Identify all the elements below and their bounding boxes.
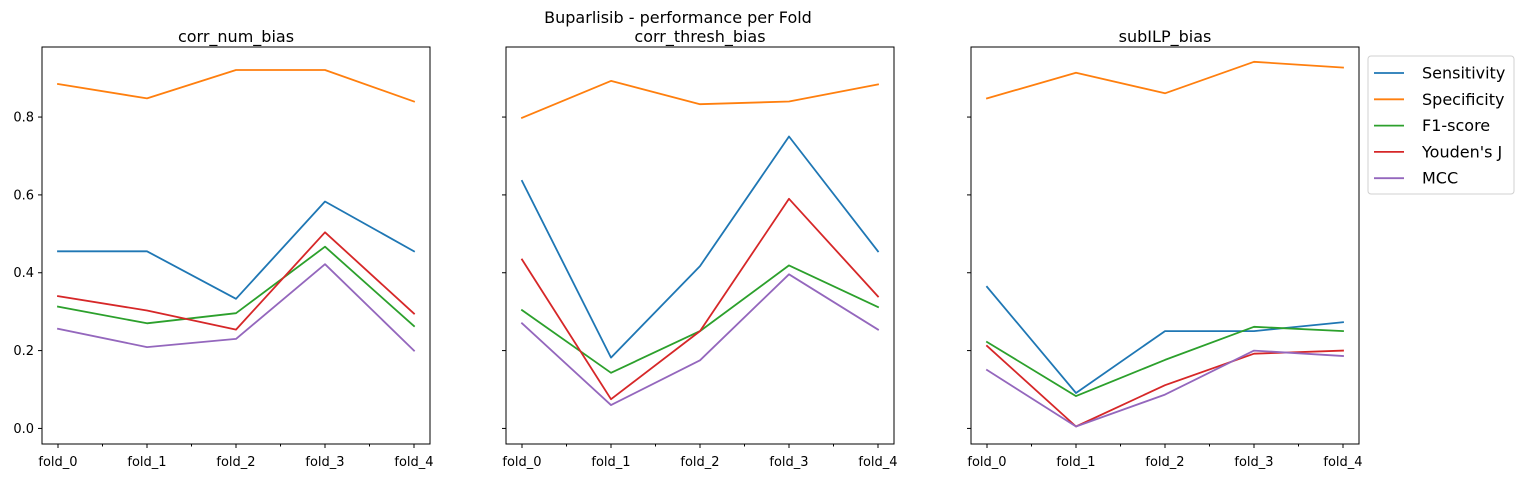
y-tick-label: 0.6 — [13, 188, 34, 203]
series-line-sensitivity — [57, 200, 416, 300]
series-line-youden-s-j — [985, 344, 1344, 428]
x-tick-label: fold_0 — [502, 455, 541, 470]
series-line-youden-s-j — [56, 231, 416, 331]
series-line-specificity — [985, 60, 1344, 100]
figure-suptitle: Buparlisib - performance per Fold — [544, 8, 812, 27]
legend-label: F1-score — [1422, 116, 1490, 135]
x-tick-label: fold_3 — [769, 455, 808, 470]
series-line-mcc — [985, 349, 1344, 428]
y-tick-label: 0.2 — [13, 344, 34, 359]
x-tick-label: fold_4 — [1323, 455, 1362, 470]
panel-subilp-bias: subILP_bias fold_0 fold_1 fold_2 fold_3 fold_… — [967, 27, 1363, 470]
x-tick-label: fold_1 — [127, 455, 166, 470]
axes-frame — [505, 46, 895, 445]
x-tick-label: fold_4 — [858, 455, 897, 470]
x-tick-label: fold_2 — [1145, 455, 1184, 470]
legend-item-specificity: Specificity — [1374, 90, 1504, 109]
legend-item-f1-score: F1-score — [1374, 116, 1490, 135]
series-line-f1-score — [985, 325, 1344, 398]
x-tick-label: fold_0 — [38, 455, 77, 470]
legend-item-sensitivity: Sensitivity — [1374, 64, 1505, 83]
legend: Sensitivity Specificity F1-score Youden's J… — [1367, 55, 1515, 195]
panel-corr-num-bias: corr_num_bias 0.0 0.2 0.4 0.6 0.8 fold_0 fold_1… — [13, 27, 433, 470]
panel-title: corr_num_bias — [178, 27, 294, 47]
series-line-f1-score — [520, 264, 880, 374]
x-tick-label: fold_3 — [305, 455, 344, 470]
y-tick-label: 0.4 — [13, 266, 34, 281]
series-line-youden-s-j — [520, 197, 880, 401]
series-line-specificity — [56, 69, 416, 103]
panel-corr-thresh-bias: corr_thresh_bias fold_0 fold_1 fold_2 fold_3… — [502, 27, 898, 470]
panels: corr_num_bias 0.0 0.2 0.4 0.6 0.8 fold_0 fold_1… — [13, 27, 1362, 470]
series-line-sensitivity — [985, 285, 1344, 394]
y-tick-label: 0.8 — [13, 111, 34, 126]
legend-item-mcc: MCC — [1374, 169, 1458, 188]
legend-item-youden-s-j: Youden's J — [1374, 142, 1502, 161]
x-tick-label: fold_3 — [1234, 455, 1273, 470]
series-line-f1-score — [56, 245, 416, 328]
series-line-mcc — [520, 273, 880, 407]
legend-box — [1367, 55, 1515, 195]
y-tick-label: 0.0 — [13, 422, 34, 437]
x-tick-label: fold_2 — [216, 455, 255, 470]
legend-label: Sensitivity — [1422, 64, 1505, 83]
axes-frame — [41, 46, 431, 445]
series-line-mcc — [56, 263, 416, 352]
series-line-sensitivity — [520, 135, 880, 359]
series-line-specificity — [520, 80, 880, 119]
legend-label: MCC — [1422, 169, 1458, 188]
panel-title: corr_thresh_bias — [634, 27, 765, 47]
legend-label: Specificity — [1422, 90, 1504, 109]
x-tick-label: fold_4 — [394, 455, 433, 470]
legend-label: Youden's J — [1421, 142, 1502, 161]
x-tick-label: fold_1 — [1056, 455, 1095, 470]
x-tick-label: fold_1 — [591, 455, 630, 470]
panel-title: subILP_bias — [1119, 27, 1212, 47]
x-tick-label: fold_0 — [967, 455, 1006, 470]
x-tick-label: fold_2 — [680, 455, 719, 470]
